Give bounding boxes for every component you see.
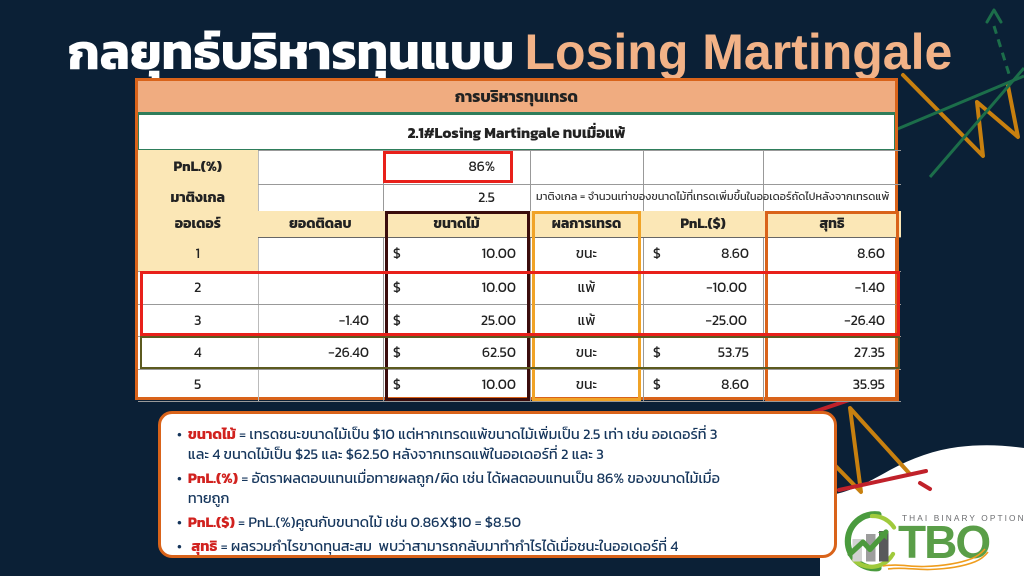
svg-text:TBO: TBO bbox=[898, 516, 989, 568]
